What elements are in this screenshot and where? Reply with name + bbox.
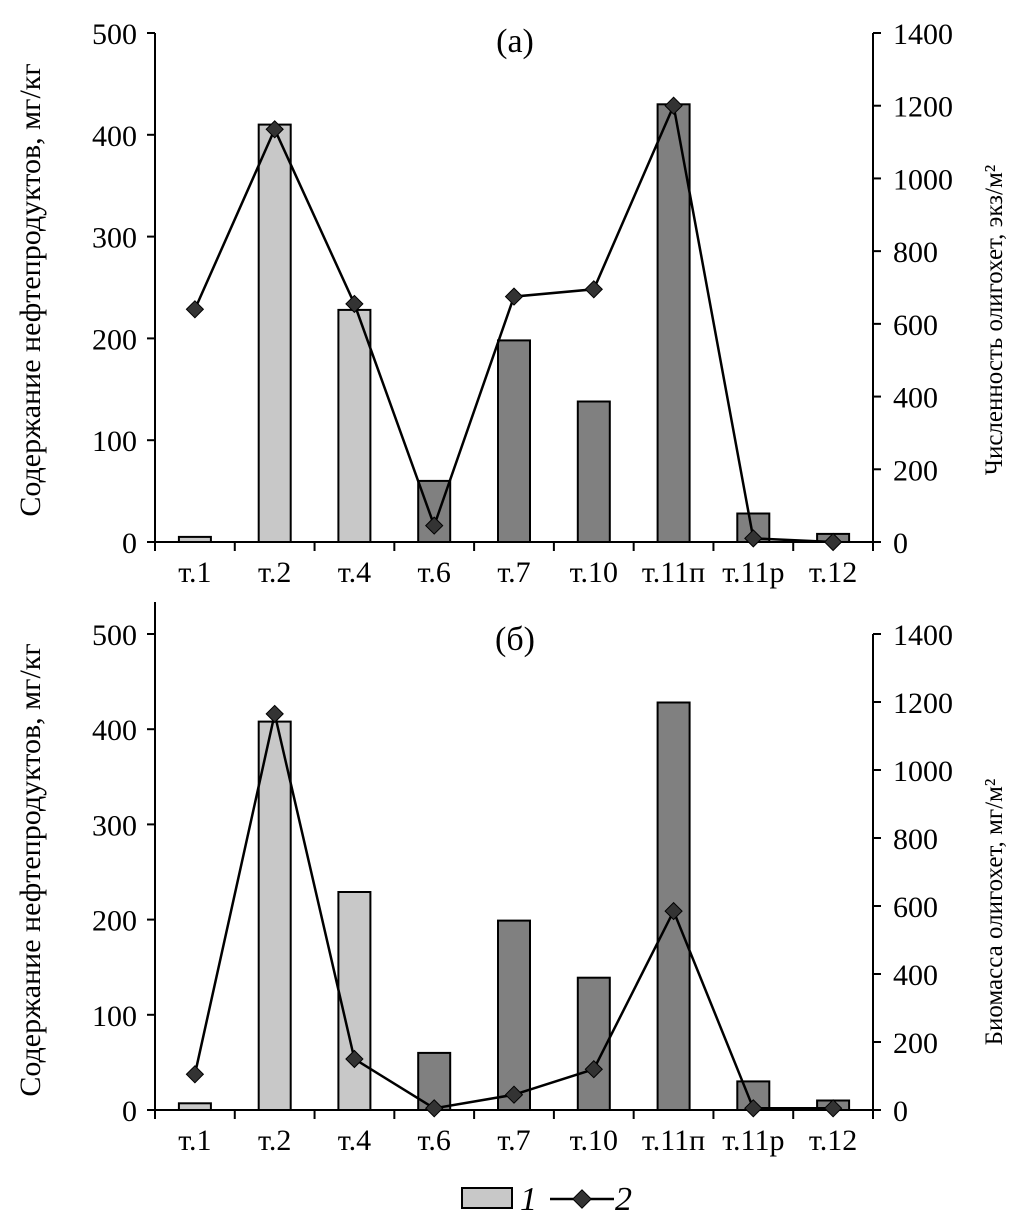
panel-b-bar-4: [497, 919, 531, 1111]
panel-a-left-axis-label: Содержание нефтепродуктов, мг/кг: [14, 63, 47, 516]
panel-a-line-point-0: [185, 300, 205, 319]
panel-b-right-tick-label-0: 0: [893, 1095, 908, 1128]
panel-a-x-tick-label-0: т.1: [178, 556, 211, 589]
panel-a-axes: 0 100 200 300 400 500 0 200 400 600 800 1000 1200 140…: [92, 18, 953, 589]
panel-b-line-point-8: [823, 1099, 843, 1118]
panel-b-x-tick-label-8: т.12: [809, 1124, 857, 1157]
panel-a-line: [185, 96, 843, 552]
panel-b-right-tick-label-3: 600: [893, 891, 938, 924]
panel-b-x-tick-label-2: т.4: [338, 1124, 371, 1157]
panel-a-line-point-6: [664, 96, 683, 115]
panel-a-x-tick-label-3: т.6: [418, 556, 451, 589]
panel-b-right-tick-label-1: 200: [893, 1027, 938, 1060]
panel-a-left-tick-label-5: 500: [92, 18, 137, 51]
panel-a-x-tick-label-4: т.7: [497, 556, 530, 589]
panel-b: (б) 0 100 200 300 400 500 0 200 400 600 800 1000 120…: [14, 602, 1008, 1157]
panel-a-right-tick-label-4: 800: [893, 236, 938, 269]
panel-a-left-tick-label-1: 100: [92, 425, 137, 458]
panel-a-bar-1: [257, 123, 292, 543]
panel-b-line: [185, 704, 843, 1118]
panel-a-x-tick-label-2: т.4: [338, 556, 371, 589]
panel-b-x-tick-label-3: т.6: [418, 1124, 451, 1157]
panel-a-right-tick-label-5: 1000: [893, 163, 953, 196]
panel-a-line-point-1: [265, 120, 284, 139]
panel-a-left-tick-label-4: 400: [92, 120, 137, 153]
panel-b-bar-2: [337, 891, 372, 1111]
panel-a-line-point-3: [425, 516, 444, 535]
panel-a-x-tick-label-7: т.11р: [722, 556, 784, 589]
panel-b-x-tick-label-5: т.10: [570, 1124, 618, 1157]
panel-b-right-tick-label-4: 800: [893, 823, 938, 856]
panel-a-line-point-8: [823, 532, 843, 552]
panel-a-line-point-7: [744, 529, 763, 548]
panel-a-right-tick-label-1: 200: [893, 454, 938, 487]
panel-b-left-tick-label-5: 500: [92, 619, 137, 652]
legend-label-2: 2: [615, 1181, 632, 1218]
panel-a-left-tick-label-0: 0: [122, 527, 137, 560]
legend: 1 2: [461, 1181, 632, 1218]
panel-b-right-axis-label: Биомасса олигохет, мг/м²: [981, 779, 1008, 1046]
panel-a-right-tick-label-3: 600: [893, 309, 938, 342]
panel-b-line-point-0: [185, 1065, 205, 1084]
panel-b-x-tick-label-6: т.11п: [642, 1124, 705, 1157]
panel-a-left-tick-label-3: 300: [92, 222, 137, 255]
panel-b-x-tick-label-7: т.11р: [722, 1124, 784, 1157]
panel-b-right-tick-label-7: 1400: [893, 619, 953, 652]
panel-b-label: (б): [495, 621, 535, 658]
panel-b-bars: [177, 701, 851, 1112]
panel-b-left-tick-label-1: 100: [92, 1000, 137, 1033]
panel-b-right-tick-label-2: 400: [893, 959, 938, 992]
panel-a-line-point-2: [345, 294, 364, 314]
legend-bar-swatch: [461, 1187, 513, 1209]
panel-a-bars: [177, 103, 851, 544]
legend-label-1: 1: [520, 1181, 537, 1218]
panel-b-left-tick-label-3: 300: [92, 809, 137, 842]
panel-a-right-tick-label-0: 0: [893, 527, 908, 560]
panel-a-line-point-5: [584, 280, 603, 299]
panel-a-right-axis-label: Численность олигохет, экз/м²: [981, 165, 1008, 476]
panel-a-right-tick-label-6: 1200: [893, 91, 953, 124]
panel-a-bar-3: [417, 479, 452, 543]
panel-b-line-point-2: [345, 1049, 364, 1069]
panel-a-left-tick-label-2: 200: [92, 323, 137, 356]
panel-b-x-tick-label-0: т.1: [178, 1124, 211, 1157]
panel-b-line-point-4: [504, 1085, 524, 1104]
panel-b-line-point-5: [584, 1060, 603, 1079]
panel-b-left-axis-label: Содержание нефтепродуктов, мг/кг: [14, 643, 47, 1096]
panel-b-right-tick-label-5: 1000: [893, 755, 953, 788]
panel-b-left-tick-label-2: 200: [92, 905, 137, 938]
panel-b-line-point-1: [265, 704, 284, 724]
panel-b-left-tick-label-0: 0: [122, 1095, 137, 1128]
panel-a-x-tick-label-6: т.11п: [642, 556, 705, 589]
panel-b-axes: 0 100 200 300 400 500 0 200 400 600 800 1000 1200 140…: [92, 602, 953, 1157]
panel-b-bar-5: [576, 976, 611, 1112]
panel-b-left-tick-label-4: 400: [92, 714, 137, 747]
panel-a-line-point-4: [504, 287, 524, 306]
panel-a-bar-5: [576, 400, 611, 543]
panel-a-x-tick-label-5: т.10: [570, 556, 618, 589]
legend-line-marker: [572, 1189, 592, 1209]
panel-a-right-tick-label-7: 1400: [893, 18, 953, 51]
panel-b-line-point-7: [744, 1099, 763, 1118]
panel-b-line-point-3: [425, 1099, 444, 1118]
panel-b-right-tick-label-6: 1200: [893, 687, 953, 720]
panel-b-x-tick-label-1: т.2: [258, 1124, 291, 1157]
panel-a-x-tick-label-1: т.2: [258, 556, 291, 589]
panel-a: (а) 0 100 200 300 400 500 0 200 400 600 800 1000 120…: [14, 18, 1008, 589]
panel-b-line-point-6: [664, 901, 683, 921]
panel-b-bar-0: [177, 1102, 212, 1112]
panel-b-bar-1: [257, 720, 292, 1111]
panel-a-x-tick-label-8: т.12: [809, 556, 857, 589]
panel-a-right-tick-label-2: 400: [893, 382, 938, 415]
panel-a-bar-4: [497, 339, 531, 543]
panel-a-label: (а): [496, 23, 534, 60]
panel-b-x-tick-label-4: т.7: [497, 1124, 530, 1157]
panel-a-bar-2: [337, 308, 372, 543]
